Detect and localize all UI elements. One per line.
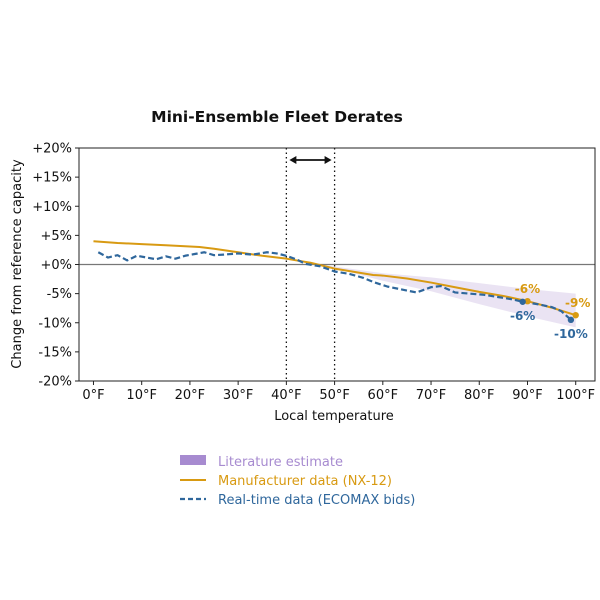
y-tick-label: +5%	[40, 229, 72, 244]
marker-label: -6%	[510, 309, 535, 323]
y-axis: +20% +15% +10% +5% +0% -5% -10% -15% -20%	[32, 142, 79, 390]
data-marker	[572, 311, 579, 319]
y-axis-label: Change from reference capacity	[10, 159, 25, 369]
series-layer	[93, 240, 577, 321]
x-tick-label: 80°F	[464, 388, 495, 403]
y-tick-label: +10%	[32, 200, 72, 215]
y-tick-label: -15%	[38, 345, 72, 360]
y-tick-label: -20%	[38, 375, 72, 390]
marker-layer: -6% -9% -6% -10%	[510, 282, 590, 341]
reference-arrow-right-head	[324, 156, 332, 164]
y-tick-label: -5%	[47, 287, 72, 302]
y-tick-label: +0%	[40, 258, 72, 273]
legend: Literature estimate Manufacturer data (NX…	[180, 455, 415, 508]
literature-estimate-band	[320, 264, 576, 328]
reference-arrow-left-head	[289, 156, 297, 164]
plot-area: -6% -9% -6% -10%	[78, 147, 596, 382]
marker-label: -10%	[554, 327, 588, 341]
x-tick-label: 100°F	[556, 388, 595, 403]
x-tick-label: 10°F	[126, 388, 157, 403]
real-time-data-line	[97, 251, 572, 321]
marker-label: -6%	[515, 282, 540, 296]
x-axis: 0°F 10°F 20°F 30°F 40°F 50°F 60°F 70°F 80°F 90°F 1…	[82, 381, 595, 403]
data-marker	[524, 297, 531, 305]
data-marker	[567, 316, 575, 324]
x-tick-label: 0°F	[82, 388, 104, 403]
x-tick-label: 70°F	[416, 388, 447, 403]
x-tick-label: 50°F	[319, 388, 350, 403]
legend-label: Manufacturer data (NX-12)	[218, 474, 392, 489]
x-axis-label: Local temperature	[274, 409, 394, 424]
data-marker	[519, 298, 526, 305]
y-tick-label: +15%	[32, 171, 72, 186]
x-tick-label: 40°F	[271, 388, 302, 403]
x-tick-label: 60°F	[368, 388, 399, 403]
legend-label: Real-time data (ECOMAX bids)	[218, 493, 415, 508]
y-tick-label: -10%	[38, 316, 72, 331]
legend-swatch-literature-estimate	[180, 455, 206, 465]
x-tick-label: 20°F	[175, 388, 206, 403]
x-tick-label: 30°F	[223, 388, 254, 403]
legend-label: Literature estimate	[218, 455, 343, 470]
manufacturer-data-line	[93, 240, 577, 317]
literature-band-layer	[320, 264, 576, 328]
reference-range	[285, 148, 336, 381]
chart-title: Mini-Ensemble Fleet Derates	[151, 108, 403, 126]
marker-label: -9%	[565, 296, 590, 310]
x-tick-label: 90°F	[512, 388, 543, 403]
y-tick-label: +20%	[32, 142, 72, 157]
